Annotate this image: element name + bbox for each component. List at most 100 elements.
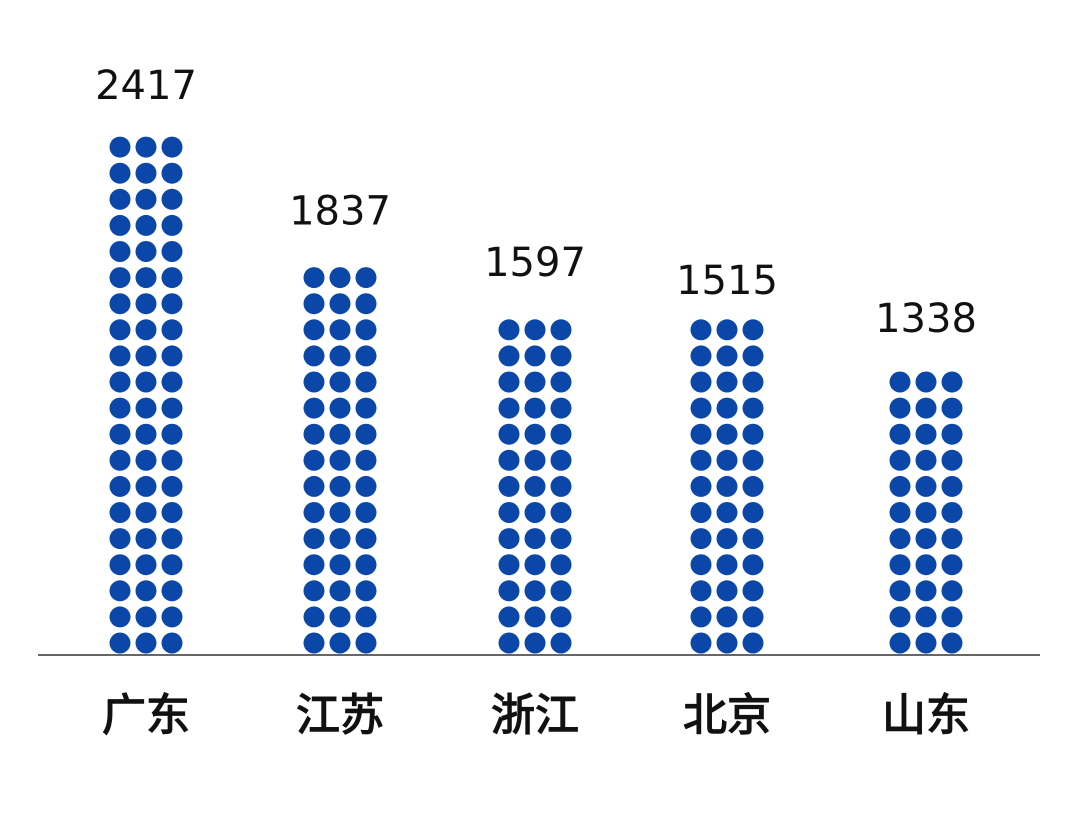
dot — [329, 475, 351, 497]
dot — [716, 554, 738, 576]
dot — [161, 632, 183, 654]
dot — [329, 423, 351, 445]
dot — [498, 475, 520, 497]
dot — [135, 397, 157, 419]
dot — [303, 267, 325, 289]
value-label: 1837 — [289, 188, 391, 234]
dot — [355, 423, 377, 445]
dot — [498, 606, 520, 628]
dot — [329, 371, 351, 393]
dot — [355, 319, 377, 341]
dot — [742, 345, 764, 367]
dot — [742, 528, 764, 550]
dot — [303, 397, 325, 419]
dot — [109, 449, 131, 471]
dot — [135, 267, 157, 289]
dot — [941, 606, 963, 628]
dot — [355, 267, 377, 289]
dot — [329, 449, 351, 471]
dot — [716, 397, 738, 419]
dot — [109, 267, 131, 289]
dot — [742, 449, 764, 471]
dot — [303, 475, 325, 497]
dot — [550, 580, 572, 602]
dot — [161, 449, 183, 471]
dot — [941, 423, 963, 445]
category-label: 北京 — [683, 690, 771, 741]
dot — [742, 371, 764, 393]
dot — [109, 423, 131, 445]
dot — [889, 606, 911, 628]
dot — [161, 397, 183, 419]
dot — [716, 319, 738, 341]
dot — [135, 580, 157, 602]
dot — [915, 423, 937, 445]
dot — [941, 502, 963, 523]
dot — [135, 554, 157, 576]
dot — [161, 214, 183, 236]
dot — [941, 528, 963, 550]
dot — [498, 554, 520, 576]
dot — [161, 580, 183, 602]
dot-bar — [303, 267, 377, 654]
dot — [498, 449, 520, 471]
dot — [889, 423, 911, 445]
dot — [135, 475, 157, 497]
dot — [915, 449, 937, 471]
dot — [355, 528, 377, 550]
dot — [303, 606, 325, 628]
dot — [135, 293, 157, 315]
dot — [303, 580, 325, 602]
dot — [135, 502, 157, 523]
dot — [889, 580, 911, 602]
dot — [889, 528, 911, 550]
dot — [161, 423, 183, 445]
dot — [716, 528, 738, 550]
dot — [690, 345, 712, 367]
dot — [303, 423, 325, 445]
dot — [690, 606, 712, 628]
dot — [498, 580, 520, 602]
dot — [690, 580, 712, 602]
dot — [716, 475, 738, 497]
dot — [135, 345, 157, 367]
dot — [524, 423, 546, 445]
dot — [550, 423, 572, 445]
dot — [329, 632, 351, 654]
dot — [329, 502, 351, 523]
dot — [135, 423, 157, 445]
dot — [109, 528, 131, 550]
dot — [329, 606, 351, 628]
dot — [161, 606, 183, 628]
dot — [524, 397, 546, 419]
dot — [498, 371, 520, 393]
dot — [742, 580, 764, 602]
dot — [109, 136, 131, 158]
dot — [716, 606, 738, 628]
dot — [355, 293, 377, 315]
dot — [716, 580, 738, 602]
dot — [135, 188, 157, 210]
category-label: 浙江 — [491, 690, 579, 741]
dot — [550, 449, 572, 471]
dot — [524, 345, 546, 367]
dot — [303, 345, 325, 367]
dot — [550, 554, 572, 576]
dot — [524, 449, 546, 471]
dot — [498, 319, 520, 341]
dot — [135, 214, 157, 236]
dot — [161, 293, 183, 315]
dot — [742, 475, 764, 497]
dot — [329, 528, 351, 550]
dot — [889, 371, 911, 393]
dot — [135, 606, 157, 628]
dot — [550, 632, 572, 654]
dot — [889, 397, 911, 419]
dot — [550, 528, 572, 550]
dot — [690, 371, 712, 393]
dot — [109, 319, 131, 341]
dot — [742, 606, 764, 628]
dot — [161, 267, 183, 289]
dot — [690, 319, 712, 341]
